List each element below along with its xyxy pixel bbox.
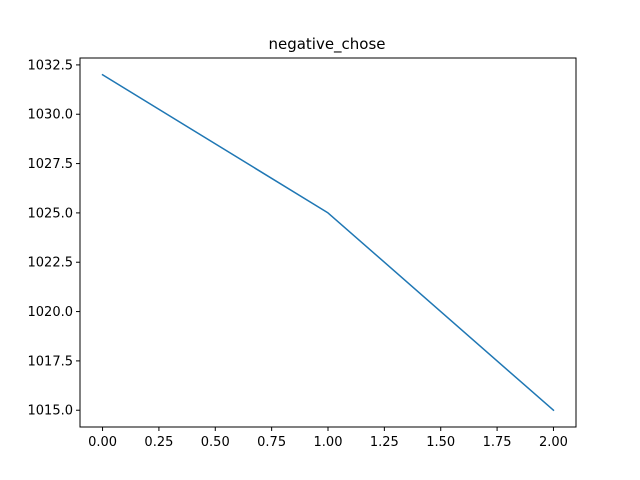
y-axis: 1015.0 1017.5 1020.0 1022.5 1025.0 1027.5 1030… [28, 58, 80, 419]
y-tick-label: 1025.0 [28, 206, 74, 221]
x-tick-label: 1.50 [426, 435, 455, 450]
y-tick-label: 1017.5 [28, 354, 74, 369]
y-tick-label: 1022.5 [28, 256, 74, 271]
x-tick-label: 1.75 [483, 435, 512, 450]
y-tick-label: 1027.5 [28, 157, 74, 172]
x-tick-label: 0.25 [144, 435, 173, 450]
series-layer [101, 73, 555, 412]
plot-frame [79, 57, 577, 428]
x-tick-label: 1.00 [314, 435, 343, 450]
x-tick-label: 2.00 [539, 435, 568, 450]
chart-title: negative_chose [268, 35, 385, 54]
x-tick-label: 0.75 [257, 435, 286, 450]
y-tick-label: 1020.0 [28, 305, 74, 320]
x-tick-label: 0.50 [201, 435, 230, 450]
series-line [101, 73, 555, 412]
y-tick-label: 1015.0 [28, 404, 74, 419]
y-tick-label: 1030.0 [28, 108, 74, 123]
x-axis: 0.00 0.25 0.50 0.75 1.00 1.25 1.50 1.75 2.00 [88, 427, 568, 450]
y-tick-label: 1032.5 [28, 58, 74, 73]
x-tick-label: 1.25 [370, 435, 399, 450]
x-tick-label: 0.00 [88, 435, 117, 450]
